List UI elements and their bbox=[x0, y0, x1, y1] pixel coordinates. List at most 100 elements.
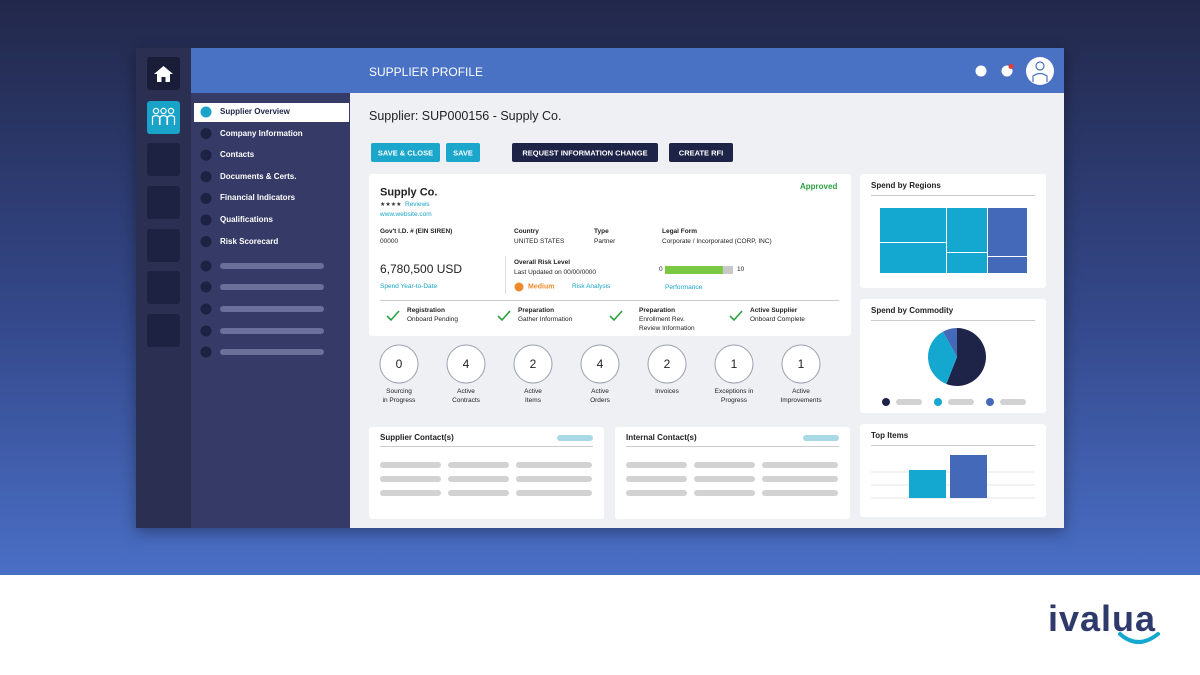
button-label[interactable]: SAVE bbox=[453, 148, 473, 158]
nav-item[interactable]: Company Information bbox=[220, 128, 303, 138]
people-icon bbox=[167, 107, 175, 115]
people-icon bbox=[160, 107, 167, 115]
check-icon bbox=[386, 310, 400, 322]
metric-label: Active bbox=[457, 387, 475, 395]
nav-placeholder bbox=[220, 328, 324, 334]
metric-circle bbox=[379, 344, 419, 384]
check-icon bbox=[497, 310, 511, 322]
notification-badge bbox=[1008, 64, 1014, 69]
risk-link[interactable]: Risk Analysis bbox=[572, 282, 611, 290]
placeholder-bar bbox=[380, 462, 441, 468]
contact-card bbox=[369, 427, 604, 519]
rail-button[interactable] bbox=[147, 271, 180, 304]
field-label: Country bbox=[514, 227, 539, 235]
treemap-block bbox=[988, 257, 1027, 273]
button[interactable] bbox=[371, 143, 440, 162]
treemap-block bbox=[988, 208, 1027, 256]
button-label[interactable]: CREATE RFI bbox=[678, 148, 724, 158]
button[interactable] bbox=[512, 143, 658, 162]
metric-label: Active bbox=[792, 387, 810, 395]
reviews-link[interactable]: Reviews bbox=[405, 200, 430, 208]
legend-dot bbox=[934, 398, 942, 406]
widget-title: Spend by Regions bbox=[871, 181, 941, 190]
divider bbox=[505, 256, 506, 294]
avatar bbox=[1026, 57, 1054, 85]
nav-item[interactable]: Risk Scorecard bbox=[220, 236, 279, 246]
contact-title: Internal Contact(s) bbox=[626, 433, 697, 442]
nav-item[interactable]: Financial Indicators bbox=[220, 193, 296, 203]
brand-logo: ivalua bbox=[1048, 598, 1157, 639]
brand-smile bbox=[1118, 632, 1160, 644]
metric-label: Sourcing bbox=[386, 387, 412, 395]
pie-slice bbox=[946, 328, 986, 386]
nav-dot bbox=[200, 106, 212, 118]
website-link[interactable]: www.website.com bbox=[380, 210, 432, 218]
home-icon bbox=[154, 66, 173, 82]
placeholder-bar bbox=[448, 476, 509, 482]
spend-value: 6,780,500 USD bbox=[380, 262, 463, 276]
nav-dot bbox=[200, 192, 212, 204]
metric-circle bbox=[446, 344, 486, 384]
divider bbox=[380, 446, 593, 447]
field-value: UNITED STATES bbox=[514, 237, 565, 245]
risk-level: Medium bbox=[528, 283, 555, 291]
nav-placeholder bbox=[220, 284, 324, 290]
rail-button[interactable] bbox=[147, 186, 180, 219]
header-icon bbox=[975, 65, 987, 77]
risk-dot bbox=[514, 282, 524, 292]
placeholder-bar bbox=[380, 490, 441, 496]
bar bbox=[950, 455, 987, 498]
metric-value: 0 bbox=[395, 357, 403, 371]
nav-item[interactable]: Documents & Certs. bbox=[220, 171, 297, 181]
field-value: Partner bbox=[594, 237, 616, 245]
rail-button[interactable] bbox=[147, 314, 180, 347]
metric-circle bbox=[580, 344, 620, 384]
metric-value: 1 bbox=[730, 357, 738, 371]
field-label: Legal Form bbox=[662, 227, 698, 235]
legend-placeholder bbox=[948, 399, 974, 405]
button-label[interactable]: REQUEST INFORMATION CHANGE bbox=[522, 148, 648, 158]
step-title: Preparation bbox=[518, 306, 555, 314]
perf-bar bbox=[665, 266, 723, 274]
bar bbox=[909, 470, 946, 498]
placeholder-bar bbox=[626, 462, 687, 468]
rail-button[interactable] bbox=[147, 143, 180, 176]
people-icon bbox=[159, 114, 168, 125]
metric-value: 4 bbox=[462, 357, 470, 371]
metric-label: Active bbox=[591, 387, 609, 395]
button-label[interactable]: SAVE & CLOSE bbox=[377, 148, 434, 158]
placeholder-bar bbox=[516, 462, 592, 468]
button[interactable] bbox=[669, 143, 733, 162]
rail-button[interactable] bbox=[147, 229, 180, 262]
supplier-card bbox=[369, 174, 851, 336]
nav-item[interactable]: Supplier Overview bbox=[220, 107, 290, 116]
rating: ★★★★ bbox=[380, 202, 402, 208]
button[interactable] bbox=[446, 143, 480, 162]
nav-dot bbox=[200, 303, 212, 315]
step-text: Enrollment Rev. bbox=[639, 315, 685, 323]
placeholder-bar bbox=[762, 476, 838, 482]
field-value: 00000 bbox=[380, 237, 399, 245]
risk-updated: Last Updated on 00/00/0000 bbox=[514, 268, 597, 276]
risk-title: Overall Risk Level bbox=[514, 258, 571, 266]
placeholder-pill bbox=[557, 435, 593, 441]
placeholder-pill bbox=[803, 435, 839, 441]
legend-placeholder bbox=[1000, 399, 1026, 405]
widget-title: Top Items bbox=[871, 431, 909, 440]
metric-label: Active bbox=[524, 387, 542, 395]
people-icon bbox=[166, 114, 176, 125]
nav-item[interactable]: Qualifications bbox=[220, 215, 273, 224]
header-bar bbox=[191, 48, 1064, 93]
perf-label[interactable]: Performance bbox=[665, 283, 703, 291]
legend-placeholder bbox=[896, 399, 922, 405]
supplier-name: Supply Co. bbox=[380, 186, 438, 199]
step-text: Review Information bbox=[639, 324, 695, 332]
check-icon bbox=[729, 310, 743, 322]
nav-item[interactable]: Contacts bbox=[220, 150, 255, 160]
perf-min: 0 bbox=[659, 265, 663, 273]
placeholder-bar bbox=[694, 462, 755, 468]
nav-selected bbox=[194, 103, 349, 122]
metric-value: 2 bbox=[529, 357, 537, 371]
